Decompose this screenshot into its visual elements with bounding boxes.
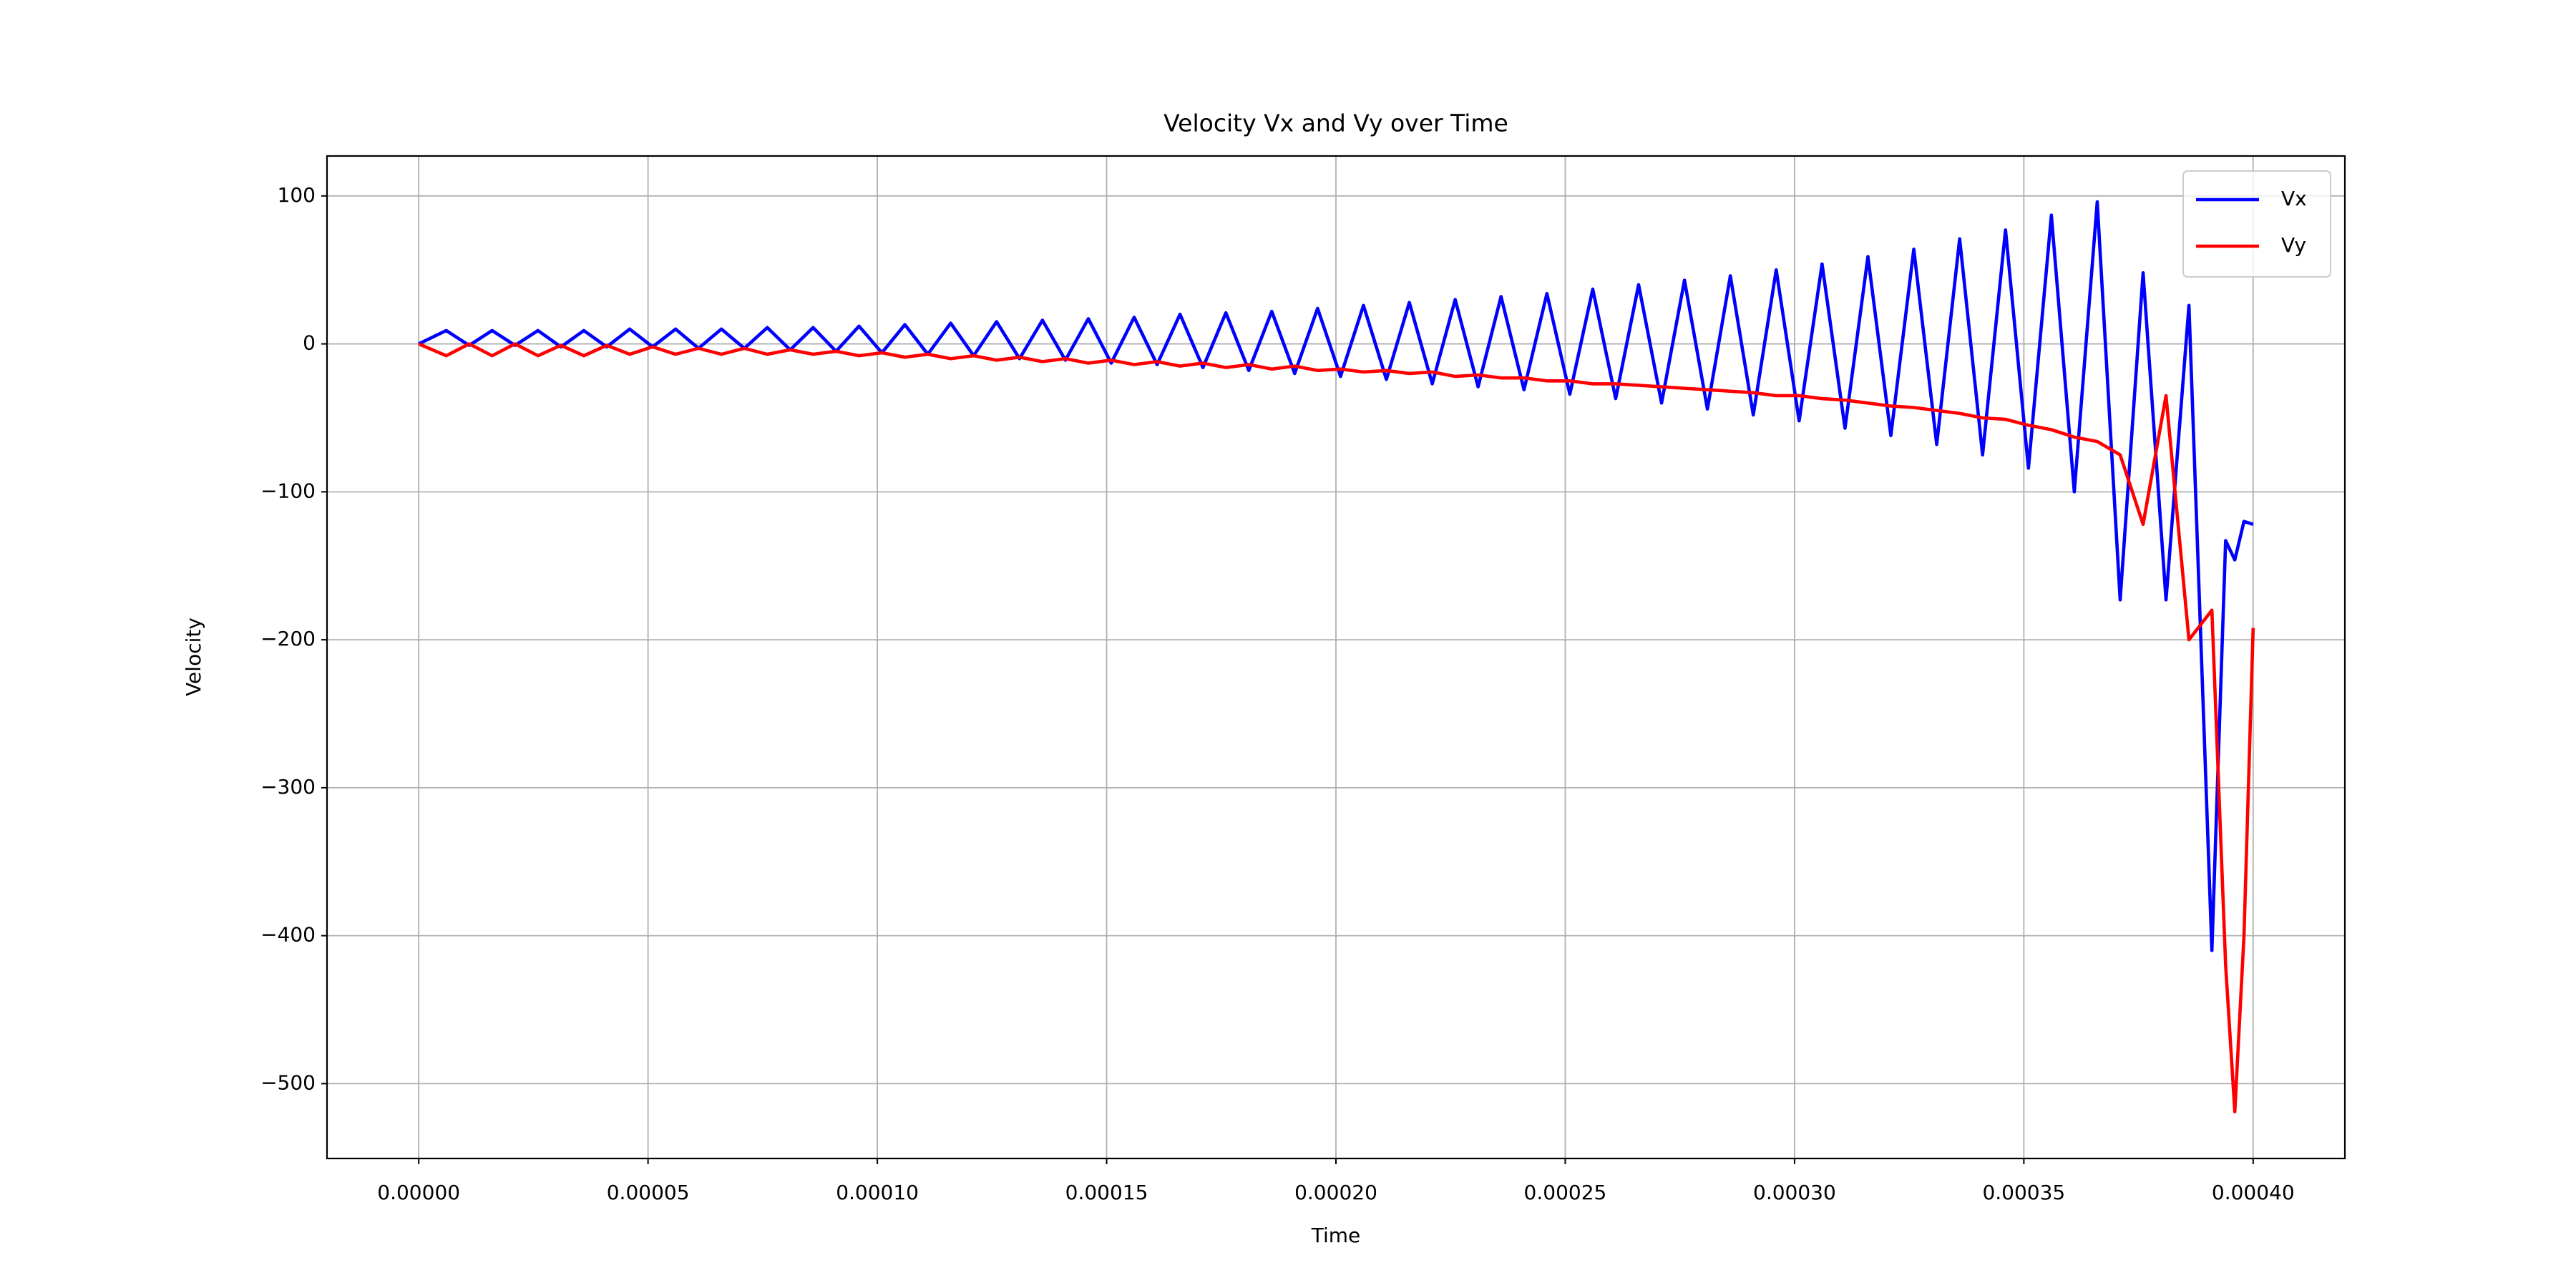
y-tick-label: −200 [260,627,316,650]
y-tick-label: 100 [278,183,316,207]
x-tick-label: 0.00000 [377,1181,460,1204]
legend-label: Vy [2281,233,2306,257]
y-tick-label: −400 [260,923,316,947]
legend: Vx Vy [2182,170,2331,278]
x-tick-label: 0.00010 [836,1181,919,1204]
x-tick-label: 0.00030 [1753,1181,1836,1204]
plot-area [418,200,2255,1113]
x-tick-label: 0.00020 [1294,1181,1377,1204]
y-tick-label: −100 [260,479,316,502]
data-line [418,342,2255,1113]
ticks: 0.00000 0.00005 0.00010 0.00015 0.00020 0.000… [260,183,2295,1204]
y-tick-label: −300 [260,775,316,799]
x-tick-label: 0.00005 [607,1181,690,1204]
data-line [418,200,2254,952]
grid [327,156,2345,1158]
chart-title: Velocity Vx and Vy over Time [1163,109,1508,137]
y-axis-label: Velocity [182,618,205,696]
y-tick-label: −500 [260,1070,316,1094]
y-tick-label: 0 [303,331,316,355]
x-tick-label: 0.00035 [1982,1181,2065,1204]
x-axis-label: Time [1311,1224,1361,1247]
legend-box [2182,170,2331,278]
x-tick-label: 0.00015 [1065,1181,1148,1204]
x-tick-label: 0.00025 [1524,1181,1607,1204]
x-tick-label: 0.00040 [2212,1181,2295,1204]
legend-label: Vx [2281,187,2307,210]
